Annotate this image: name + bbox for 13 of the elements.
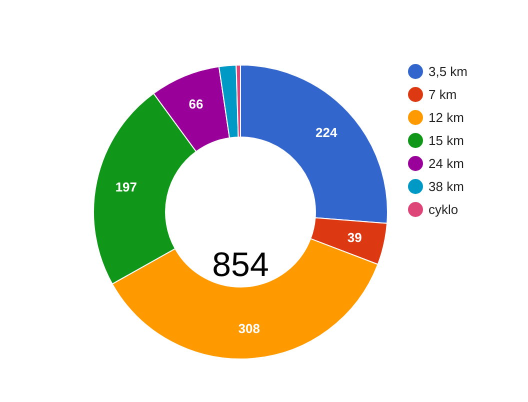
data-label: 308 — [238, 321, 260, 336]
data-label: 197 — [115, 180, 138, 195]
legend-label: 38 km — [428, 179, 464, 194]
data-label: 66 — [188, 96, 204, 112]
data-label: 224 — [316, 125, 338, 140]
data-label: 39 — [347, 230, 362, 246]
legend-label: 24 km — [428, 156, 464, 171]
legend-label: 7 km — [428, 87, 457, 102]
legend-label: 3,5 km — [428, 64, 468, 79]
legend-label: 12 km — [428, 110, 464, 125]
text: 854 — [212, 246, 269, 284]
legend-label: 15 km — [428, 133, 464, 148]
legend-label: cyklo — [428, 202, 458, 217]
